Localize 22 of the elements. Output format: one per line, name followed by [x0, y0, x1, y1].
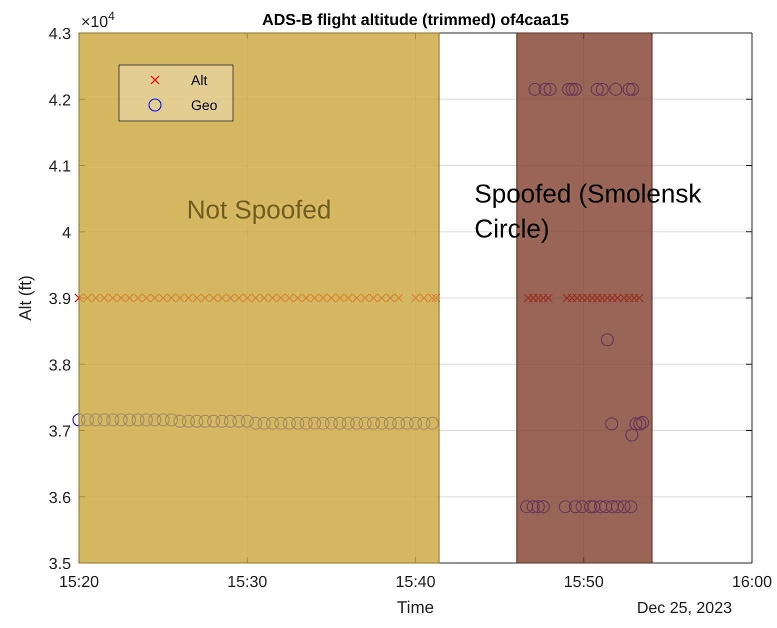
y-tick-label: 3.5	[48, 556, 72, 573]
y-tick-label: 3.7	[48, 424, 72, 440]
x-tick-label: 16:00	[732, 574, 772, 591]
y-tick-label: 3.9	[48, 291, 72, 308]
legend-label: Geo	[191, 97, 218, 113]
band-label: Not Spoofed	[186, 194, 332, 224]
x-tick-label: 15:50	[564, 574, 604, 591]
x-tick-label: 15:30	[227, 574, 268, 591]
x-axis-title: Time	[396, 598, 434, 617]
legend-label: Alt	[191, 72, 208, 88]
x-tick-label: 15:20	[58, 574, 100, 591]
y-tick-label: 4.2	[48, 92, 72, 110]
text: Dec 25, 2023	[636, 600, 732, 617]
y-tick-label: 4.3	[48, 26, 72, 43]
y-tick-label: 4.1	[48, 158, 72, 176]
y-axis-title: Alt (ft)	[16, 275, 35, 321]
x-tick-label: 15:40	[396, 574, 436, 591]
y-tick-label: 3.6	[48, 490, 72, 507]
y-tick-label: 3.8	[48, 357, 72, 374]
y-tick-label: 4	[62, 224, 72, 242]
chart-title: ADS-B flight altitude (trimmed) of4caa15	[262, 12, 569, 29]
text: ×10$^{4}$	[81, 9, 116, 31]
